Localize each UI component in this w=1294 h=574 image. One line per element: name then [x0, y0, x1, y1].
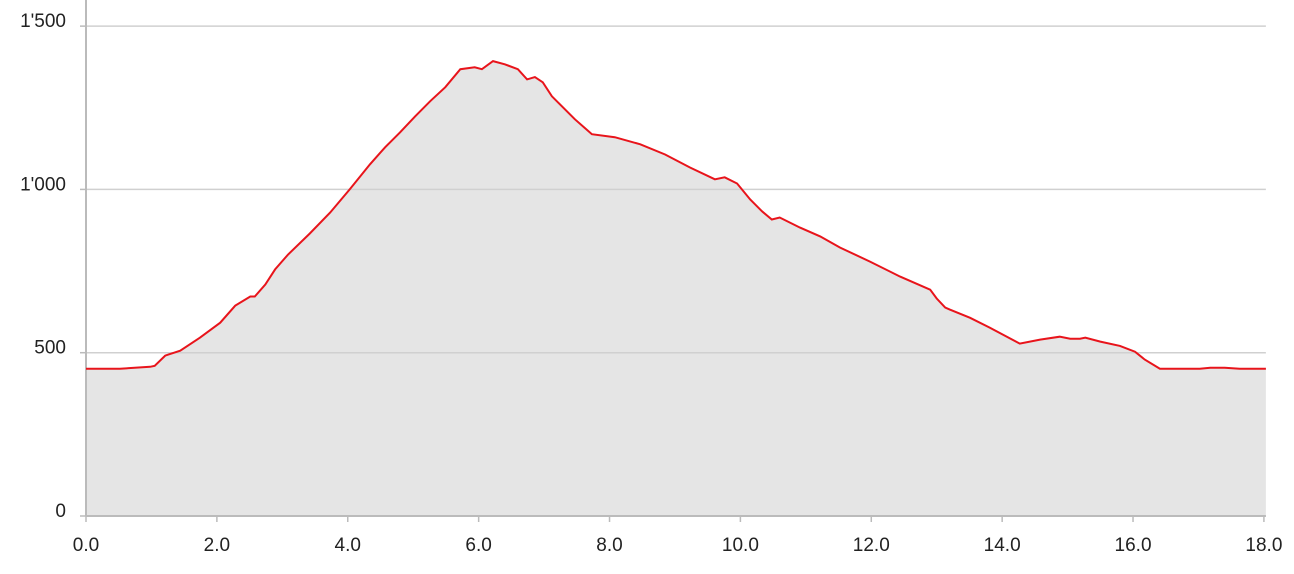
x-tick-label: 18.0: [1245, 535, 1282, 556]
y-tick-label: 1'500: [20, 11, 66, 32]
x-tick-label: 2.0: [204, 535, 230, 556]
x-tick-label: 4.0: [335, 535, 361, 556]
x-tick-label: 10.0: [722, 535, 759, 556]
x-tick-label: 8.0: [596, 535, 622, 556]
x-tick-label: 16.0: [1115, 535, 1152, 556]
x-tick-label: 12.0: [853, 535, 890, 556]
y-tick-label: 1'000: [20, 174, 66, 195]
area-fill: [86, 61, 1266, 516]
elevation-line: [86, 60, 1266, 370]
y-tick-label: 0: [55, 501, 66, 522]
x-tick-label: 6.0: [465, 535, 491, 556]
x-tick-label: 0.0: [73, 535, 99, 556]
x-tick-label: 14.0: [984, 535, 1021, 556]
y-tick-label: 500: [34, 338, 66, 359]
